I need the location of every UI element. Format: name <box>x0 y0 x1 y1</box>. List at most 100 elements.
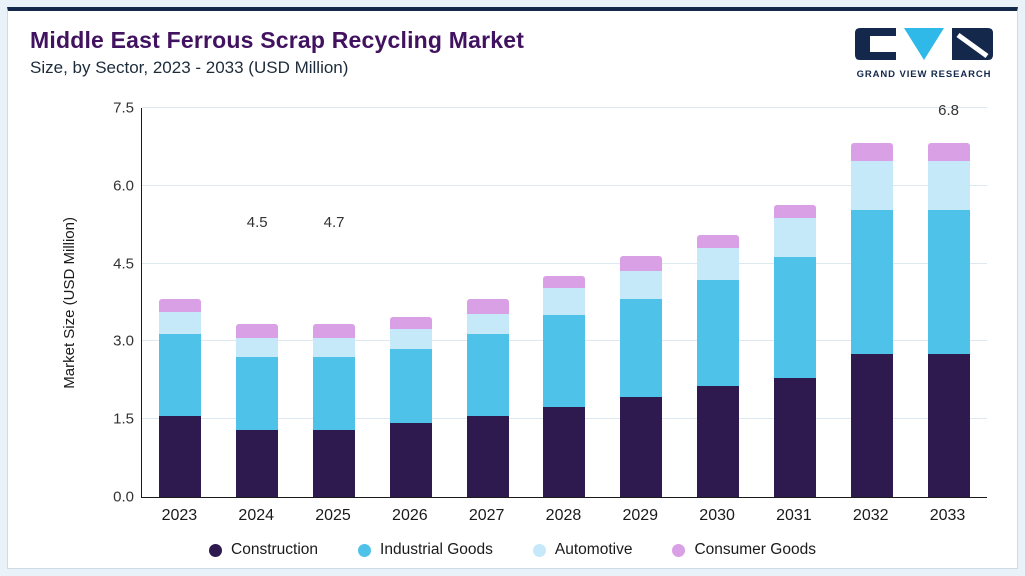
bar-segment-construction <box>236 429 279 497</box>
bar-segment-consumer-goods <box>927 143 970 161</box>
stacked-bar-2023 <box>159 220 202 497</box>
bar-slot-2027 <box>449 108 526 497</box>
bar-value-label: 4.5 <box>246 213 268 231</box>
bar-slot-2032 <box>833 108 910 497</box>
legend-item-automotive: Automotive <box>532 541 633 559</box>
bar-slot-2023 <box>142 108 219 497</box>
gridline <box>142 184 987 186</box>
bar-slot-2028 <box>526 108 603 497</box>
stacked-bar-2026 <box>389 232 432 497</box>
bar-segment-construction <box>620 397 663 497</box>
page-title: Middle East Ferrous Scrap Recycling Mark… <box>30 27 525 53</box>
legend-item-consumer-goods: Consumer Goods <box>672 541 816 559</box>
stacked-bar-2024 <box>236 238 279 497</box>
stacked-bar-2032 <box>850 126 893 497</box>
logo-v-icon <box>904 28 944 60</box>
bar-segment-consumer-goods <box>850 143 893 161</box>
x-tick-label-2023: 2023 <box>161 507 198 524</box>
bar-segment-construction <box>850 353 893 497</box>
stacked-bar-2033 <box>927 126 970 497</box>
y-tick-label: 0.0 <box>113 488 134 506</box>
x-axis-labels: 2023 2024 2025 2026 2027 2028 2029 2030 2031 2032… <box>141 507 986 525</box>
logo-text: GRAND VIEW RESEARCH <box>856 69 992 80</box>
legend-item-construction: Construction <box>209 541 318 559</box>
bar-segment-industrial-goods <box>313 356 356 430</box>
x-tick-label-2031: 2031 <box>776 507 812 524</box>
x-tick-label-2024: 2024 <box>238 507 275 524</box>
legend-label: Construction <box>231 541 319 558</box>
legend-label: Automotive <box>554 541 633 558</box>
bar-segment-industrial-goods <box>236 356 279 430</box>
bar-segment-consumer-goods <box>389 317 432 330</box>
bar-segment-construction <box>773 377 816 497</box>
stacked-bar-2029 <box>620 191 663 497</box>
stacked-bar-2030 <box>697 178 740 497</box>
bar-segment-consumer-goods <box>159 299 202 313</box>
gridline <box>142 107 987 108</box>
bar-segment-construction <box>313 429 356 497</box>
bar-segment-automotive <box>236 337 279 357</box>
legend-label: Industrial Goods <box>380 541 493 558</box>
bar-segment-industrial-goods <box>466 334 509 416</box>
legend-dot <box>672 543 686 557</box>
bar-value-label: 4.7 <box>323 213 345 231</box>
x-tick-label-2027: 2027 <box>468 507 505 524</box>
bar-slot-2024: 4.5 <box>219 108 296 497</box>
plot-area: 4.5 4.7 6.8 <box>141 102 987 498</box>
legend-dot <box>532 543 546 557</box>
bar-segment-automotive <box>620 270 663 300</box>
stacked-bar-2027 <box>466 220 509 497</box>
x-tick-label-2026: 2026 <box>392 507 428 524</box>
bar-slot-2025: 4.7 <box>296 108 373 497</box>
stacked-bar-2028 <box>543 204 586 497</box>
bar-segment-consumer-goods <box>466 299 509 314</box>
bar-segment-automotive <box>389 329 432 349</box>
legend-dot <box>209 543 223 557</box>
bar-slot-2031 <box>757 108 834 497</box>
bar-segment-automotive <box>927 160 970 211</box>
bar-segment-industrial-goods <box>697 280 740 387</box>
x-tick-label-2025: 2025 <box>315 507 351 524</box>
logo-glyphs <box>855 28 993 60</box>
y-tick-label: 1.5 <box>113 410 134 428</box>
bar-segment-consumer-goods <box>620 256 663 271</box>
bar-slot-2033: 6.8 <box>910 102 987 497</box>
legend-item-industrial-goods: Industrial Goods <box>358 541 493 559</box>
x-tick-label-2029: 2029 <box>622 507 659 524</box>
bar-segment-construction <box>697 386 740 497</box>
bar-value-label: 6.8 <box>938 102 959 120</box>
x-tick-label-2033: 2033 <box>929 507 966 524</box>
logo-r-slash <box>956 32 989 59</box>
x-tick-label-2030: 2030 <box>699 507 735 524</box>
bar-segment-consumer-goods <box>236 324 279 338</box>
bar-segment-construction <box>543 407 586 497</box>
bar-slot-2029 <box>603 108 680 497</box>
legend: Construction Industrial Goods Automotive Co… <box>8 541 1017 559</box>
bar-segment-automotive <box>543 287 586 316</box>
bar-segment-consumer-goods <box>773 204 816 219</box>
logo-g-icon <box>855 28 896 60</box>
stacked-bar-2031 <box>773 160 816 497</box>
bar-segment-automotive <box>159 312 202 335</box>
y-tick-label: 6.0 <box>113 177 134 195</box>
bar-slot-2030 <box>680 108 757 497</box>
bar-slot-2026 <box>372 108 449 497</box>
bar-segment-construction <box>389 422 432 497</box>
y-tick-label: 7.5 <box>113 99 134 117</box>
legend-dot <box>358 543 372 557</box>
bar-segment-consumer-goods <box>697 235 740 249</box>
bar-segment-industrial-goods <box>389 348 432 423</box>
bar-segment-construction <box>927 353 970 497</box>
bar-segment-industrial-goods <box>620 299 663 398</box>
stacked-bar-2025 <box>313 238 356 497</box>
bar-segment-automotive <box>850 160 893 211</box>
bar-segment-automotive <box>466 313 509 335</box>
bar-segment-consumer-goods <box>313 324 356 338</box>
y-tick-label: 4.5 <box>113 255 134 273</box>
bar-segment-industrial-goods <box>773 256 816 378</box>
bar-segment-automotive <box>773 218 816 257</box>
bar-segment-consumer-goods <box>543 276 586 288</box>
bar-segment-industrial-goods <box>543 315 586 408</box>
bar-segment-construction <box>466 415 509 497</box>
chart-card: Middle East Ferrous Scrap Recycling Mark… <box>7 7 1018 569</box>
